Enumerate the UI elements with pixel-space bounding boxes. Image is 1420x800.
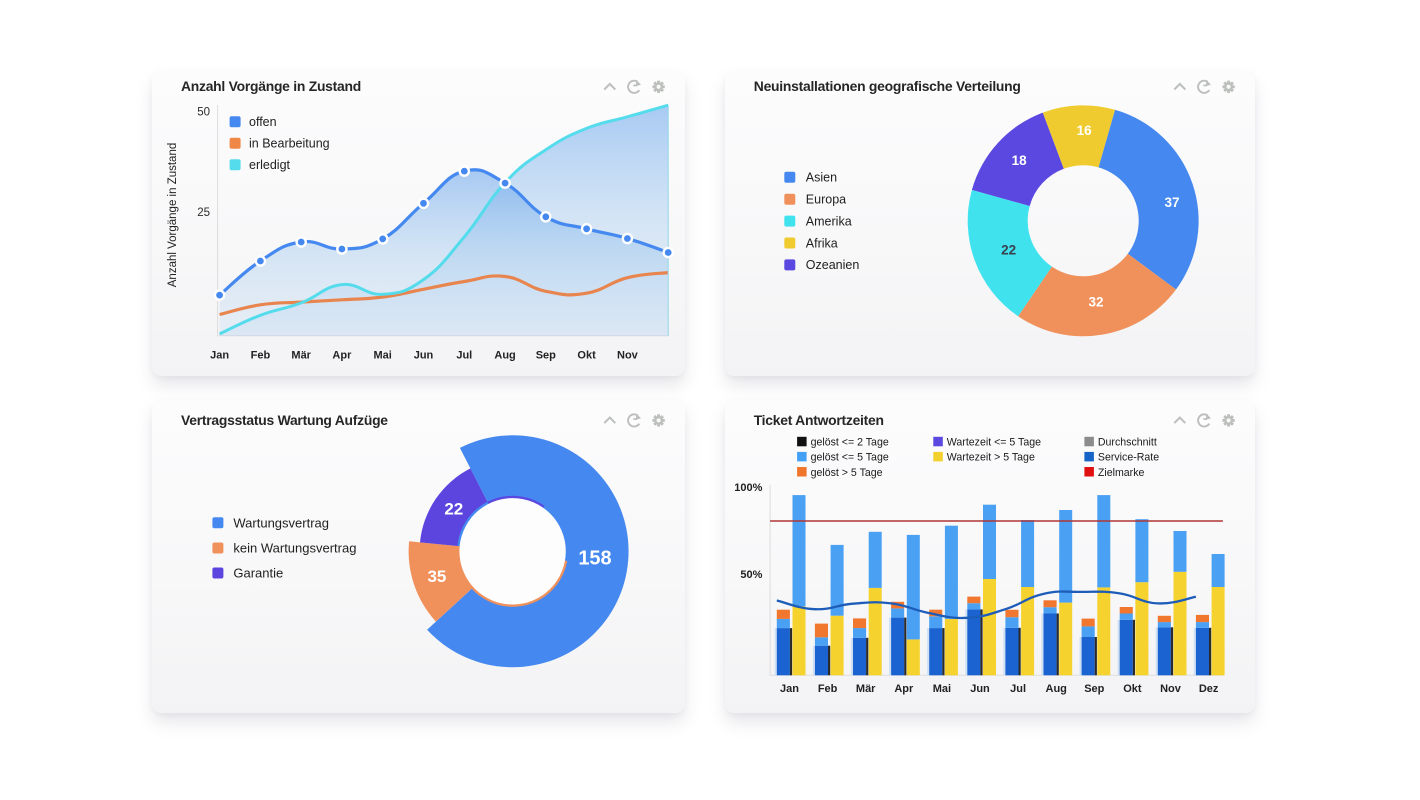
svg-text:Amerika: Amerika — [806, 214, 852, 228]
svg-text:gelöst > 5 Tage: gelöst > 5 Tage — [811, 467, 883, 479]
svg-text:Jan: Jan — [780, 683, 799, 695]
svg-text:158: 158 — [579, 548, 612, 570]
svg-text:50%: 50% — [740, 569, 762, 581]
svg-text:32: 32 — [1089, 294, 1104, 309]
svg-text:Aug: Aug — [1046, 683, 1067, 695]
svg-text:Europa: Europa — [806, 192, 846, 206]
svg-text:Wartezeit <= 5 Tage: Wartezeit <= 5 Tage — [947, 437, 1041, 449]
svg-text:Jun: Jun — [414, 349, 434, 361]
svg-text:Feb: Feb — [818, 683, 838, 695]
svg-text:Jul: Jul — [457, 349, 473, 361]
svg-text:35: 35 — [428, 567, 447, 586]
svg-text:16: 16 — [1077, 123, 1093, 138]
svg-text:Service-Rate: Service-Rate — [1098, 452, 1159, 464]
svg-text:Afrika: Afrika — [806, 236, 838, 250]
svg-text:gelöst <= 5 Tage: gelöst <= 5 Tage — [811, 452, 889, 464]
svg-text:Apr: Apr — [894, 683, 914, 695]
svg-text:Jun: Jun — [970, 683, 990, 695]
svg-text:kein Wartungsvertrag: kein Wartungsvertrag — [234, 541, 357, 556]
svg-text:Asien: Asien — [806, 170, 837, 184]
svg-text:Mai: Mai — [374, 349, 392, 361]
svg-text:Apr: Apr — [333, 349, 353, 361]
svg-text:22: 22 — [445, 499, 464, 518]
svg-text:Durchschnitt: Durchschnitt — [1098, 437, 1157, 449]
svg-text:Ozeanien: Ozeanien — [806, 258, 860, 272]
svg-text:Sep: Sep — [1084, 683, 1104, 695]
svg-text:Anzahl Vorgänge in Zustand: Anzahl Vorgänge in Zustand — [167, 142, 179, 287]
svg-text:Mai: Mai — [933, 683, 951, 695]
svg-text:Sep: Sep — [536, 349, 556, 361]
svg-text:37: 37 — [1165, 195, 1180, 210]
svg-text:Okt: Okt — [578, 349, 597, 361]
svg-text:Nov: Nov — [1160, 683, 1182, 695]
svg-text:Mär: Mär — [856, 683, 876, 695]
svg-text:Wartezeit > 5 Tage: Wartezeit > 5 Tage — [947, 452, 1035, 464]
svg-text:Jan: Jan — [211, 349, 230, 361]
svg-text:erledigt: erledigt — [249, 158, 291, 172]
svg-text:Garantie: Garantie — [234, 566, 284, 581]
svg-text:Jul: Jul — [1010, 683, 1026, 695]
svg-text:Feb: Feb — [251, 349, 271, 361]
svg-text:Zielmarke: Zielmarke — [1098, 467, 1145, 479]
svg-text:Nov: Nov — [617, 349, 639, 361]
svg-text:100%: 100% — [734, 482, 762, 494]
svg-text:offen: offen — [249, 115, 277, 129]
svg-text:25: 25 — [198, 207, 211, 219]
svg-text:Wartungsvertrag: Wartungsvertrag — [234, 515, 330, 530]
svg-text:in Bearbeitung: in Bearbeitung — [249, 136, 330, 150]
svg-text:18: 18 — [1012, 153, 1028, 168]
svg-text:Mär: Mär — [292, 349, 312, 361]
svg-text:22: 22 — [1001, 242, 1016, 257]
svg-text:gelöst <= 2 Tage: gelöst <= 2 Tage — [811, 437, 889, 449]
svg-text:Dez: Dez — [1199, 683, 1219, 695]
svg-text:50: 50 — [198, 106, 211, 118]
svg-text:Okt: Okt — [1123, 683, 1142, 695]
svg-text:Aug: Aug — [495, 349, 516, 361]
